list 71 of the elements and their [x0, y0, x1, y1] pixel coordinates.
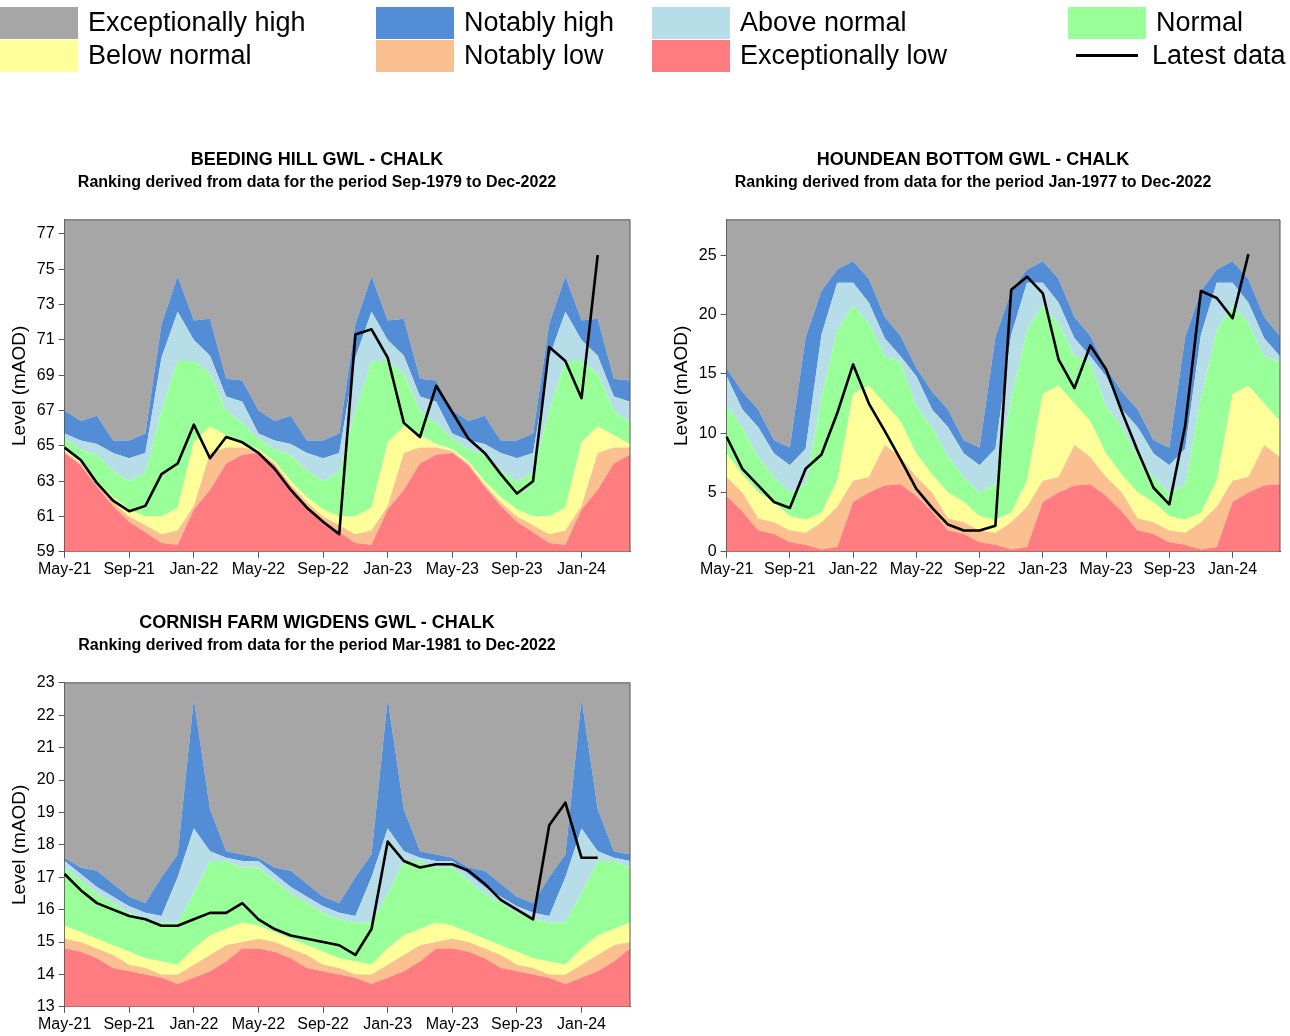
x-tick-label: Sep-21 [764, 559, 816, 577]
chart-title: BEEDING HILL GWL - CHALK [190, 148, 444, 169]
y-tick-label: 16 [36, 900, 55, 918]
legend-label: Exceptionally low [740, 40, 948, 71]
y-tick-label: 13 [36, 997, 55, 1015]
x-tick-label: Sep-23 [1143, 559, 1196, 577]
x-tick-label: May-21 [37, 1014, 92, 1032]
y-tick-label: 17 [36, 867, 55, 885]
chart-subtitle: Ranking derived from data for the period Sep-1979 to Dec-2022 [77, 172, 557, 190]
y-tick-label: 65 [36, 436, 55, 454]
y-tick-label: 22 [36, 705, 55, 723]
x-tick-label: May-22 [231, 559, 286, 577]
x-tick-label: Sep-22 [297, 559, 349, 577]
y-tick-label: 0 [707, 542, 717, 560]
x-tick-label: May-23 [1079, 559, 1133, 577]
x-tick-label: Jan-22 [169, 559, 219, 577]
x-tick-label: Jan-23 [363, 559, 413, 577]
y-tick-label: 20 [698, 305, 717, 323]
y-tick-label: 67 [36, 400, 55, 418]
y-tick-label: 63 [36, 471, 55, 489]
x-tick-label: May-22 [889, 559, 944, 577]
y-tick-label: 69 [36, 365, 55, 383]
y-tick-label: 23 [36, 673, 55, 691]
x-tick-label: May-23 [425, 559, 480, 577]
x-tick-label: Jan-22 [828, 559, 878, 577]
y-tick-label: 61 [36, 506, 55, 524]
y-tick-label: 10 [698, 423, 717, 441]
chart-title: HOUNDEAN BOTTOM GWL - CHALK [816, 148, 1130, 169]
legend-label: Below normal [88, 40, 252, 71]
y-tick-label: 77 [36, 224, 55, 242]
x-tick-label: May-21 [699, 559, 754, 577]
y-tick-label: 15 [36, 932, 55, 950]
x-tick-label: Jan-24 [557, 559, 607, 577]
x-tick-label: Sep-21 [103, 1014, 156, 1032]
x-tick-label: Jan-23 [1018, 559, 1068, 577]
y-axis-title: Level (mAOD) [7, 325, 29, 446]
x-tick-label: May-22 [231, 1014, 286, 1032]
y-tick-label: 14 [36, 964, 55, 982]
x-tick-label: Jan-24 [1208, 559, 1258, 577]
y-tick-label: 73 [36, 294, 55, 312]
chart-title: CORNISH FARM WIGDENS GWL - CHALK [139, 611, 495, 632]
y-tick-label: 71 [36, 330, 55, 348]
legend-label: Normal [1156, 7, 1244, 38]
chart-subtitle: Ranking derived from data for the period Jan-1977 to Dec-2022 [734, 172, 1212, 190]
x-tick-label: Jan-22 [169, 1014, 219, 1032]
x-tick-label: Jan-23 [363, 1014, 413, 1032]
y-tick-label: 5 [707, 482, 717, 500]
x-tick-label: May-23 [425, 1014, 480, 1032]
x-tick-label: May-21 [37, 559, 92, 577]
y-tick-label: 15 [698, 364, 717, 382]
y-axis-title: Level (mAOD) [7, 784, 29, 905]
y-tick-label: 25 [698, 245, 717, 263]
legend-label: Notably high [464, 7, 615, 38]
x-tick-label: Jan-24 [557, 1014, 607, 1032]
legend-label: Above normal [740, 7, 907, 38]
y-tick-label: 19 [36, 802, 55, 820]
y-tick-label: 20 [36, 770, 55, 788]
y-tick-label: 21 [36, 738, 55, 756]
x-tick-label: Sep-23 [491, 1014, 543, 1032]
legend-label: Notably low [464, 40, 604, 71]
y-axis-title: Level (mAOD) [669, 325, 691, 446]
legend-label: Exceptionally high [88, 7, 306, 38]
chart-subtitle: Ranking derived from data for the period Mar-1981 to Dec-2022 [78, 635, 556, 653]
x-tick-label: Sep-22 [297, 1014, 349, 1032]
y-tick-label: 18 [36, 835, 55, 853]
x-tick-label: Sep-23 [491, 559, 543, 577]
x-tick-label: Sep-22 [953, 559, 1006, 577]
legend-label: Latest data [1152, 40, 1286, 71]
x-tick-label: Sep-21 [103, 559, 156, 577]
y-tick-label: 59 [36, 542, 55, 560]
y-tick-label: 75 [36, 259, 55, 277]
